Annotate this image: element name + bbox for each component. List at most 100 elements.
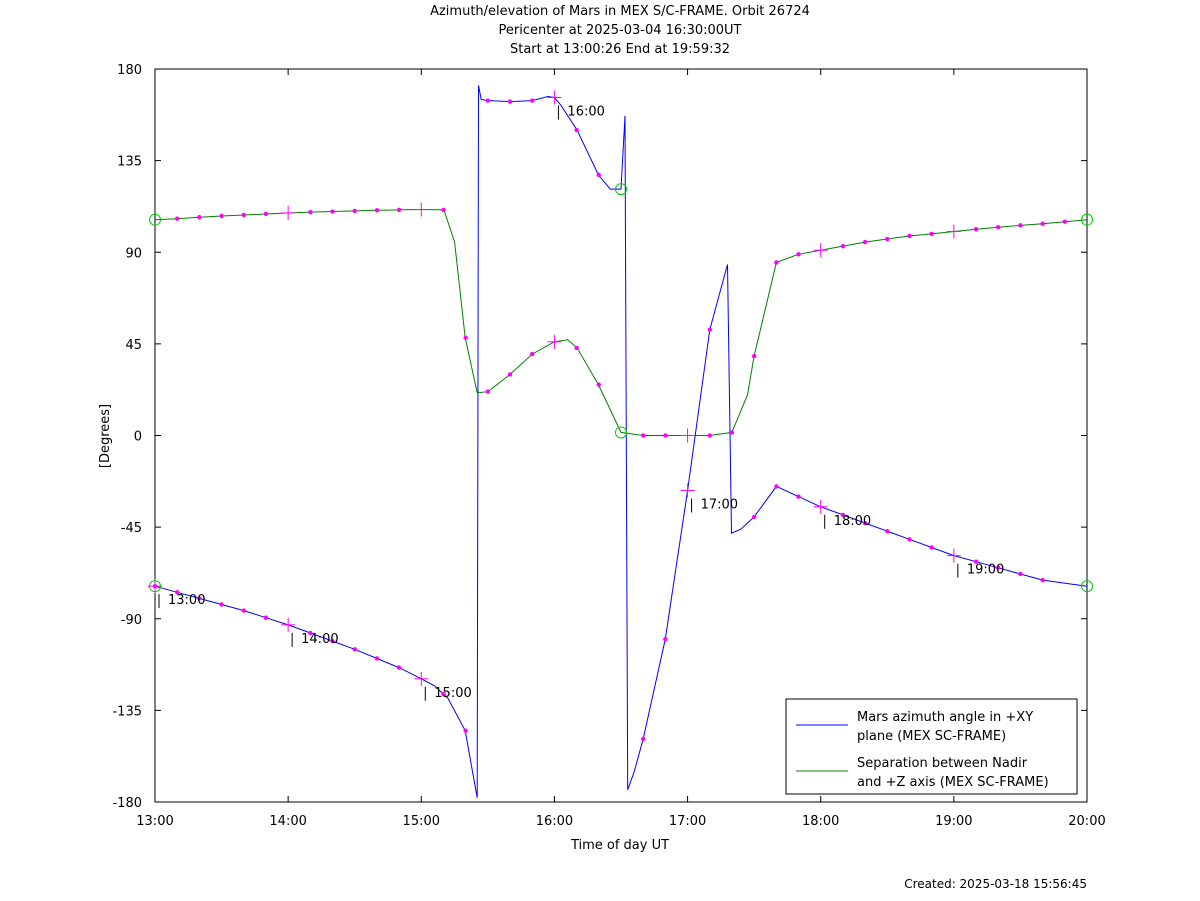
data-point-marker (263, 615, 269, 620)
data-point-marker (1040, 221, 1045, 226)
data-point-marker (1040, 577, 1045, 583)
data-point-marker (729, 430, 735, 435)
data-point-marker (374, 656, 380, 661)
data-point-marker (596, 382, 601, 387)
data-point-marker (995, 225, 1001, 230)
y-tick-label: 90 (125, 246, 142, 261)
chart-subtitle-start-end: Start at 13:00:26 End at 19:59:32 (509, 42, 731, 57)
y-tick-label: 45 (125, 338, 142, 353)
data-point-marker (1018, 571, 1023, 577)
series-line (154, 208, 1088, 436)
data-point-marker (529, 98, 535, 103)
data-point-marker (463, 728, 468, 733)
y-axis-title: [Degrees] (98, 404, 113, 468)
endpoint-circle (149, 580, 161, 593)
y-tick-label: -180 (112, 796, 142, 811)
x-tick-label: 16:00 (536, 814, 573, 829)
hour-label: 18:00 (834, 514, 871, 529)
data-point-marker (197, 596, 202, 601)
data-point-marker (862, 239, 868, 245)
data-point-marker (574, 127, 579, 133)
data-point-marker (840, 512, 846, 518)
y-tick-label: 0 (134, 430, 142, 445)
endpoint-circle (1081, 580, 1093, 593)
data-point-marker (263, 211, 269, 217)
series-separation (149, 202, 1093, 443)
legend-label: Separation between Nadir (857, 756, 1028, 771)
chart-title: Azimuth/elevation of Mars in MEX S/C-FRA… (430, 4, 810, 19)
data-point-marker (175, 590, 180, 595)
endpoint-circle (149, 213, 161, 226)
data-point-marker (241, 608, 247, 613)
data-point-marker (574, 345, 579, 351)
y-tick-label: -90 (121, 613, 142, 628)
data-point-marker (596, 172, 601, 178)
data-point-marker (308, 630, 313, 636)
chart-subtitle-pericenter: Pericenter at 2025-03-04 16:30:00UT (498, 23, 742, 38)
axis-ticks: 13:00 14:00 15:00 16:00 17:00 18:00 19:00 20:00… (112, 63, 1105, 829)
data-point-marker (485, 389, 491, 394)
x-tick-label: 18:00 (802, 814, 839, 829)
plot-frame (154, 68, 1088, 803)
hour-label: 14:00 (301, 632, 338, 647)
data-point-marker (907, 537, 912, 542)
hour-label: 19:00 (967, 563, 1004, 578)
data-point-marker (774, 484, 779, 489)
data-point-marker (751, 353, 757, 359)
data-point-marker (352, 208, 357, 214)
x-tick-label: 17:00 (669, 814, 706, 829)
x-tick-label: 19:00 (935, 814, 972, 829)
data-point-marker (374, 208, 380, 213)
data-point-marker (663, 433, 668, 438)
y-tick-label: -135 (112, 704, 142, 719)
chart-svg: 13:00 14:00 15:00 16:00 17:00 18:00 19:00 20:00… (98, 63, 1106, 853)
y-tick-label: 180 (117, 63, 142, 78)
legend: Mars azimuth angle in +XY plane (MEX SC-F… (785, 698, 1078, 795)
data-point-marker (973, 559, 979, 564)
data-point-marker (885, 236, 890, 242)
data-point-marker (219, 213, 224, 219)
data-point-marker (862, 520, 868, 526)
y-tick-label: 135 (117, 155, 142, 170)
data-point-marker (507, 372, 513, 377)
legend-label: plane (MEX SC-FRAME) (857, 729, 1006, 744)
data-point-marker (396, 207, 402, 213)
data-point-marker (197, 215, 202, 220)
data-point-marker (751, 514, 757, 520)
data-point-marker (441, 207, 446, 213)
data-point-marker (485, 98, 491, 103)
hour-label: 15:00 (434, 686, 471, 701)
legend-box (785, 698, 1078, 795)
x-tick-label: 20:00 (1068, 814, 1105, 829)
legend-label: Mars azimuth angle in +XY (857, 710, 1033, 725)
endpoint-circle (1081, 213, 1093, 226)
data-point-marker (774, 260, 779, 265)
data-point-marker (219, 602, 224, 607)
data-point-marker (885, 528, 890, 534)
x-tick-label: 14:00 (269, 814, 306, 829)
data-point-marker (1018, 223, 1023, 228)
data-point-marker (707, 327, 713, 332)
created-timestamp: Created: 2025-03-18 15:56:45 (904, 877, 1087, 891)
data-point-marker (175, 216, 180, 221)
data-point-marker (840, 243, 846, 249)
series-azimuth: 13:00 14:00 15:00 16:00 17:00 18:00 19:00 (148, 85, 1093, 798)
data-point-marker (973, 227, 979, 232)
data-point-marker (529, 351, 535, 357)
hour-label: 16:00 (567, 105, 604, 120)
data-point-marker (241, 212, 247, 218)
x-axis-title: Time of day UT (570, 838, 669, 853)
data-point-marker (641, 433, 646, 438)
data-point-marker (330, 638, 335, 644)
series-layer: 13:00 14:00 15:00 16:00 17:00 18:00 19:00 (148, 85, 1093, 798)
x-tick-label: 13:00 (136, 814, 173, 829)
data-point-marker (463, 335, 468, 340)
data-point-marker (929, 545, 934, 550)
x-tick-label: 15:00 (403, 814, 440, 829)
hour-label: 13:00 (168, 593, 205, 608)
data-point-marker (330, 209, 335, 214)
data-point-marker (1062, 219, 1067, 224)
data-point-marker (707, 433, 713, 438)
legend-label: and +Z axis (MEX SC-FRAME) (857, 775, 1049, 790)
endpoint-circle (615, 183, 627, 196)
